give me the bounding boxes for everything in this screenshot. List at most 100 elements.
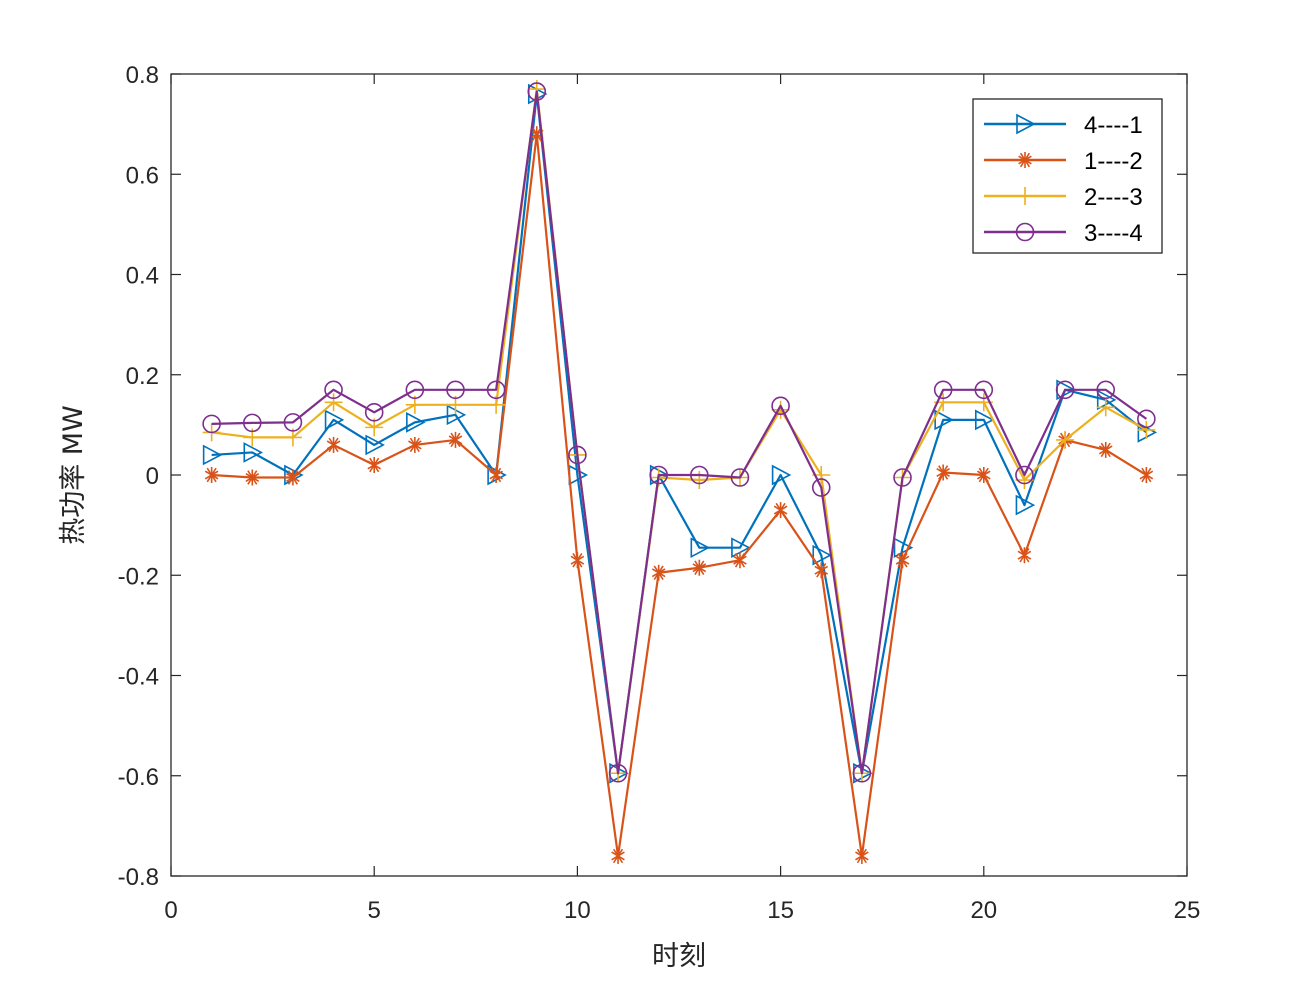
data-point [202, 444, 223, 466]
data-point [570, 552, 585, 569]
data-point [771, 400, 790, 419]
data-point [446, 380, 465, 400]
data-point [527, 82, 547, 101]
data-point [408, 436, 422, 453]
x-tick-label: 20 [970, 897, 997, 924]
y-axis-label: 热功率 MW [58, 405, 89, 545]
data-point [936, 464, 950, 481]
data-point [814, 562, 829, 579]
data-point [568, 445, 587, 465]
x-axis-label: 时刻 [652, 941, 706, 972]
y-tick-label: 0 [146, 463, 159, 490]
data-point [326, 436, 341, 453]
data-point [812, 544, 832, 566]
series-layer [202, 80, 1158, 864]
y-tick-label: 0.2 [126, 363, 159, 390]
data-point [608, 763, 628, 783]
data-point [406, 412, 426, 433]
data-point [651, 564, 666, 581]
data-point [893, 468, 912, 487]
data-point [811, 478, 831, 497]
series-line [211, 92, 1148, 775]
data-point [1018, 152, 1032, 168]
data-point [692, 559, 707, 576]
data-point [893, 537, 914, 559]
data-point [690, 537, 711, 559]
data-point [324, 393, 343, 412]
data-point [773, 502, 788, 519]
data-point [486, 380, 506, 400]
legend-label: 3----4 [1084, 220, 1143, 247]
data-point [1139, 467, 1154, 483]
series-3----4 [202, 82, 1156, 783]
series-line [211, 133, 1147, 858]
data-point [243, 442, 263, 463]
legend-entry: 4----1 [984, 112, 1143, 139]
data-point [771, 396, 790, 416]
y-tick-label: -0.2 [118, 563, 159, 590]
legend-label: 4----1 [1084, 112, 1143, 139]
data-point [405, 380, 425, 400]
data-point [324, 409, 345, 431]
data-point [933, 380, 953, 400]
data-point [1137, 409, 1156, 429]
data-point [1016, 113, 1036, 135]
y-tick-label: -0.4 [118, 664, 159, 691]
data-point [364, 403, 384, 422]
data-point [1137, 420, 1156, 439]
data-point [1016, 187, 1034, 205]
data-point [771, 464, 792, 486]
x-tick-label: 25 [1174, 897, 1201, 924]
data-point [649, 465, 668, 485]
data-point [934, 409, 954, 431]
data-point [489, 467, 503, 483]
legend-entry: 2----3 [984, 184, 1143, 211]
data-point [448, 431, 463, 448]
data-point [202, 414, 221, 434]
data-point [1017, 547, 1032, 564]
y-tick-label: 0.6 [126, 162, 159, 189]
data-point [733, 552, 747, 569]
data-point [367, 456, 382, 473]
x-tick-label: 0 [164, 897, 177, 924]
x-tick-label: 5 [368, 897, 381, 924]
axis-ticks: 0 5 10 15 20 25 -0.8 -0.6 -0.4 -0.2 0 0.2 0.4 0.6 0.8 [118, 62, 1201, 924]
data-point [1096, 380, 1116, 400]
data-point [1055, 380, 1075, 400]
x-tick-label: 10 [564, 897, 591, 924]
data-point [1015, 494, 1036, 516]
y-tick-label: 0.8 [126, 62, 159, 89]
data-point [365, 434, 385, 456]
legend-label: 2----3 [1084, 184, 1143, 211]
x-tick-label: 15 [767, 897, 794, 924]
data-point [611, 847, 625, 864]
series-1----2 [204, 126, 1154, 864]
y-tick-label: -0.8 [118, 864, 159, 891]
data-point [690, 465, 709, 485]
legend-entry: 3----4 [984, 220, 1143, 247]
data-point [974, 409, 995, 431]
data-point [204, 467, 219, 483]
data-point [1056, 430, 1075, 449]
legend-label: 1----2 [1084, 148, 1143, 175]
data-point [283, 413, 303, 432]
data-point [1096, 398, 1115, 417]
legend: 4----1 1----2 2----3 3----4 [972, 98, 1163, 254]
data-point [324, 380, 343, 400]
data-point [1098, 441, 1113, 458]
y-tick-label: 0.4 [126, 263, 159, 290]
data-point [855, 847, 869, 864]
data-point [895, 552, 910, 569]
legend-entry: 1----2 [984, 148, 1143, 175]
data-point [730, 468, 750, 487]
data-point [245, 469, 260, 486]
data-point [242, 413, 262, 433]
data-point [976, 467, 991, 483]
series-line [211, 87, 1147, 775]
y-tick-label: -0.6 [118, 764, 159, 791]
data-point [974, 380, 994, 400]
data-point [286, 469, 300, 486]
data-point [1015, 222, 1035, 242]
data-point [1015, 465, 1034, 485]
